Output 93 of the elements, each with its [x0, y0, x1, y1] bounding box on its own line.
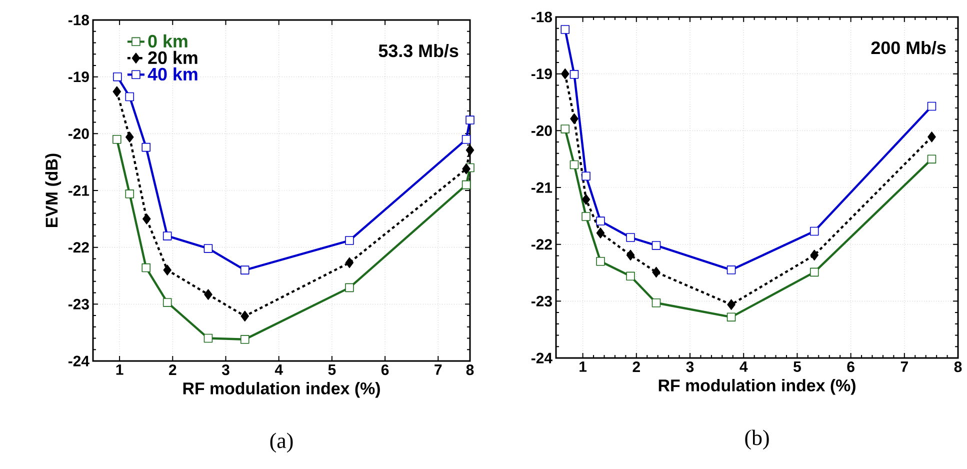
point — [204, 244, 213, 253]
point — [560, 25, 570, 34]
point — [596, 216, 605, 226]
point — [570, 160, 579, 170]
point — [927, 154, 936, 164]
y-tick-label: -22 — [68, 242, 89, 253]
text: (b) — [745, 430, 769, 450]
point — [125, 92, 134, 102]
y-tick-label: -23 — [531, 296, 552, 306]
annotation: 53.3 Mb/s — [378, 44, 458, 58]
point — [810, 226, 819, 236]
x-tick-label: 5 — [328, 364, 336, 375]
point — [204, 289, 212, 300]
y-tick-label: -21 — [531, 182, 552, 193]
point — [462, 134, 471, 144]
point — [142, 214, 151, 224]
x-tick-label: 1 — [116, 364, 124, 375]
x-tick-label: 2 — [632, 362, 640, 372]
y-tick-label: -24 — [68, 356, 90, 366]
y-tick-label: -22 — [531, 239, 552, 250]
point — [462, 180, 471, 190]
y-tick-label: -19 — [68, 72, 89, 82]
x-tick-label: 8 — [466, 364, 474, 376]
x-tick-label: 6 — [847, 362, 854, 372]
point — [126, 132, 134, 142]
point — [345, 236, 354, 245]
point — [240, 310, 249, 322]
point — [345, 257, 354, 268]
point — [810, 268, 819, 277]
point — [142, 263, 150, 272]
point — [726, 266, 736, 274]
point — [112, 86, 122, 97]
y-axis-title: EVM (dB) — [45, 154, 62, 227]
point — [810, 250, 818, 261]
point — [142, 142, 150, 152]
x-tick-label: 2 — [169, 364, 176, 375]
point — [125, 190, 134, 198]
point — [582, 194, 590, 205]
point — [596, 228, 605, 238]
y-tick-label: -21 — [68, 185, 90, 196]
x-tick-label: 4 — [740, 362, 748, 372]
point — [560, 124, 570, 134]
point — [626, 272, 635, 281]
point — [652, 266, 660, 278]
point — [927, 102, 936, 111]
point — [582, 172, 590, 181]
point — [240, 335, 250, 344]
point — [466, 116, 474, 124]
point — [162, 232, 172, 240]
point — [240, 266, 250, 274]
x-tick-label: 1 — [580, 362, 587, 372]
point — [582, 212, 590, 221]
point — [626, 250, 635, 261]
point — [113, 72, 122, 82]
point — [626, 233, 635, 242]
point — [163, 264, 172, 276]
point — [112, 134, 122, 144]
x-axis-title: RF modulation index (%) — [658, 378, 856, 395]
y-tick-label: -18 — [531, 12, 552, 22]
legend-label: 0 km — [148, 34, 188, 48]
y-tick-label: -20 — [68, 128, 89, 139]
legend-label: 20 km — [148, 50, 198, 64]
y-tick-label: -19 — [531, 68, 552, 80]
x-tick-label: 7 — [434, 364, 442, 375]
point — [652, 241, 661, 250]
x-tick-label: 8 — [954, 362, 962, 372]
annotation: 200 Mb/s — [871, 40, 946, 54]
point — [928, 132, 936, 142]
y-tick-label: -20 — [531, 125, 552, 136]
point — [162, 298, 172, 307]
point — [204, 334, 213, 343]
legend-label: 40 km — [148, 67, 198, 81]
point — [726, 312, 736, 322]
point — [462, 164, 470, 174]
x-tick-label: 4 — [274, 364, 283, 375]
x-tick-label: 3 — [686, 362, 694, 372]
y-tick-label: -24 — [531, 352, 552, 364]
point — [570, 70, 579, 79]
point — [345, 283, 354, 292]
point — [560, 68, 570, 80]
x-tick-label: 3 — [222, 364, 230, 376]
point — [466, 144, 474, 156]
x-tick-label: 5 — [794, 362, 801, 372]
x-axis-title: RF modulation index (%) — [183, 382, 380, 398]
x-tick-label: 7 — [900, 362, 908, 372]
text: (a) — [270, 432, 293, 453]
point — [570, 113, 578, 124]
y-tick-label: -23 — [68, 298, 89, 310]
point — [727, 299, 736, 310]
y-tick-label: -18 — [68, 14, 90, 26]
point — [596, 257, 605, 266]
x-tick-label: 6 — [381, 364, 389, 376]
point — [652, 298, 661, 308]
